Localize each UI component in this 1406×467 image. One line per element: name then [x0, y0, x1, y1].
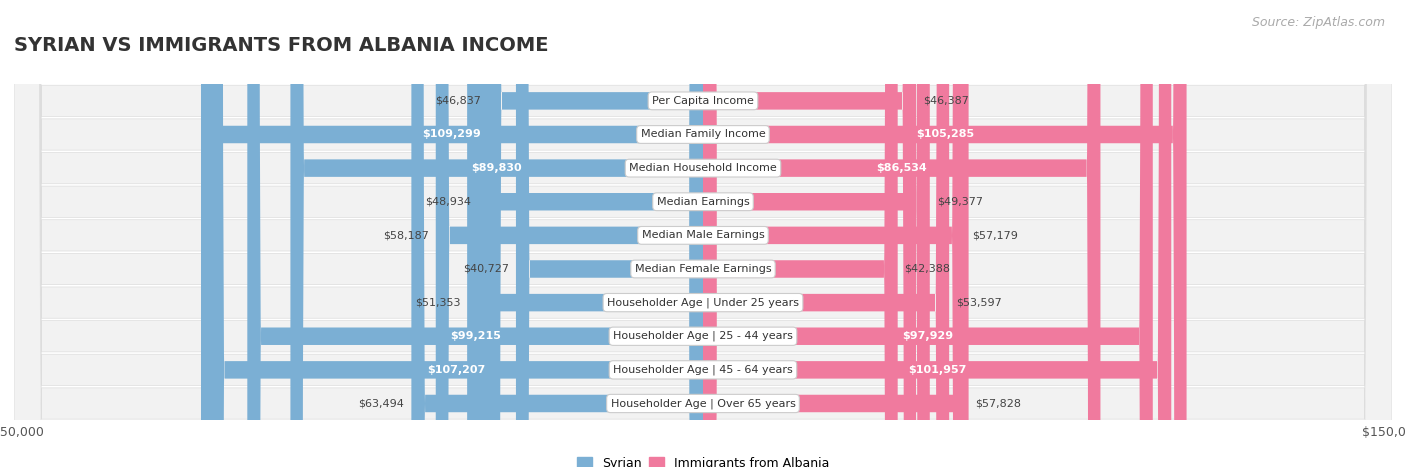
- FancyBboxPatch shape: [703, 0, 949, 467]
- FancyBboxPatch shape: [516, 0, 703, 467]
- FancyBboxPatch shape: [14, 0, 1392, 467]
- Text: Per Capita Income: Per Capita Income: [652, 96, 754, 106]
- FancyBboxPatch shape: [703, 0, 1101, 467]
- FancyBboxPatch shape: [703, 0, 1171, 467]
- Text: Householder Age | 25 - 44 years: Householder Age | 25 - 44 years: [613, 331, 793, 341]
- Text: Householder Age | 45 - 64 years: Householder Age | 45 - 64 years: [613, 365, 793, 375]
- Text: $99,215: $99,215: [450, 331, 501, 341]
- Text: $57,828: $57,828: [976, 398, 1022, 409]
- Text: $89,830: $89,830: [471, 163, 522, 173]
- Text: $97,929: $97,929: [903, 331, 953, 341]
- Text: $49,377: $49,377: [936, 197, 983, 207]
- FancyBboxPatch shape: [14, 0, 1392, 467]
- Text: SYRIAN VS IMMIGRANTS FROM ALBANIA INCOME: SYRIAN VS IMMIGRANTS FROM ALBANIA INCOME: [14, 36, 548, 56]
- FancyBboxPatch shape: [211, 0, 703, 467]
- FancyBboxPatch shape: [14, 0, 1392, 467]
- FancyBboxPatch shape: [478, 0, 703, 467]
- Text: $107,207: $107,207: [427, 365, 486, 375]
- Text: Median Male Earnings: Median Male Earnings: [641, 230, 765, 241]
- FancyBboxPatch shape: [703, 0, 897, 467]
- Text: $48,934: $48,934: [426, 197, 471, 207]
- FancyBboxPatch shape: [14, 0, 1392, 467]
- Text: $42,388: $42,388: [904, 264, 950, 274]
- FancyBboxPatch shape: [488, 0, 703, 467]
- Text: $46,387: $46,387: [922, 96, 969, 106]
- Text: Median Family Income: Median Family Income: [641, 129, 765, 140]
- Text: $53,597: $53,597: [956, 297, 1002, 308]
- Text: $40,727: $40,727: [463, 264, 509, 274]
- FancyBboxPatch shape: [14, 0, 1392, 467]
- FancyBboxPatch shape: [247, 0, 703, 467]
- FancyBboxPatch shape: [412, 0, 703, 467]
- Text: Median Earnings: Median Earnings: [657, 197, 749, 207]
- FancyBboxPatch shape: [14, 0, 1392, 467]
- FancyBboxPatch shape: [291, 0, 703, 467]
- FancyBboxPatch shape: [14, 0, 1392, 467]
- FancyBboxPatch shape: [703, 0, 929, 467]
- FancyBboxPatch shape: [703, 0, 966, 467]
- FancyBboxPatch shape: [703, 0, 1187, 467]
- Text: $101,957: $101,957: [908, 365, 966, 375]
- FancyBboxPatch shape: [201, 0, 703, 467]
- Text: Householder Age | Under 25 years: Householder Age | Under 25 years: [607, 297, 799, 308]
- Text: $57,179: $57,179: [973, 230, 1018, 241]
- FancyBboxPatch shape: [467, 0, 703, 467]
- Text: $109,299: $109,299: [423, 129, 481, 140]
- FancyBboxPatch shape: [703, 0, 917, 467]
- Legend: Syrian, Immigrants from Albania: Syrian, Immigrants from Albania: [572, 452, 834, 467]
- FancyBboxPatch shape: [703, 0, 969, 467]
- Text: $51,353: $51,353: [415, 297, 460, 308]
- Text: Source: ZipAtlas.com: Source: ZipAtlas.com: [1251, 16, 1385, 29]
- Text: $86,534: $86,534: [876, 163, 927, 173]
- Text: $105,285: $105,285: [915, 129, 974, 140]
- FancyBboxPatch shape: [14, 0, 1392, 467]
- FancyBboxPatch shape: [436, 0, 703, 467]
- Text: Householder Age | Over 65 years: Householder Age | Over 65 years: [610, 398, 796, 409]
- Text: Median Female Earnings: Median Female Earnings: [634, 264, 772, 274]
- Text: Median Household Income: Median Household Income: [628, 163, 778, 173]
- FancyBboxPatch shape: [703, 0, 1153, 467]
- FancyBboxPatch shape: [14, 0, 1392, 467]
- FancyBboxPatch shape: [14, 0, 1392, 467]
- Text: $46,837: $46,837: [434, 96, 481, 106]
- Text: $63,494: $63,494: [359, 398, 405, 409]
- Text: $58,187: $58,187: [382, 230, 429, 241]
